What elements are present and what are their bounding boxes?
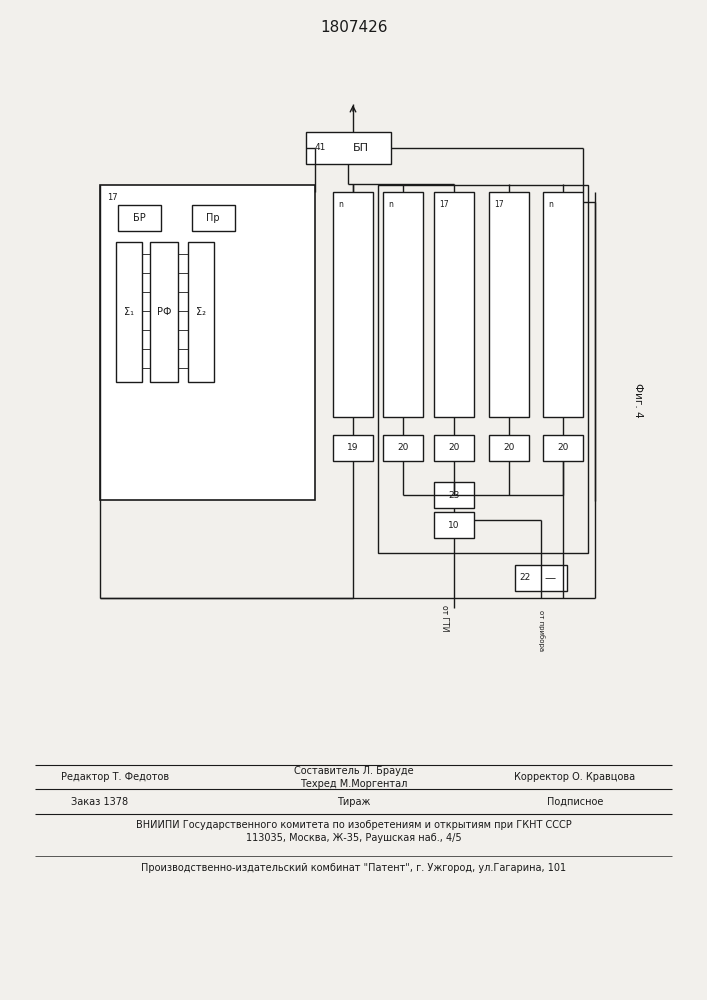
Text: Σ₂: Σ₂	[196, 307, 206, 317]
Bar	[333, 192, 373, 417]
Bar	[100, 185, 315, 500]
Text: 20: 20	[397, 444, 409, 452]
Text: Тираж: Тираж	[337, 797, 370, 807]
Bar	[118, 205, 161, 231]
Text: 1807426: 1807426	[320, 20, 387, 35]
Text: n: n	[548, 200, 553, 209]
Bar	[489, 192, 529, 417]
Bar	[543, 192, 583, 417]
Bar	[434, 435, 474, 461]
Text: Техред М.Моргентал: Техред М.Моргентал	[300, 779, 408, 789]
Text: РФ: РФ	[157, 307, 171, 317]
Bar	[434, 512, 474, 538]
Text: Фиг. 4: Фиг. 4	[633, 383, 643, 417]
Bar	[150, 242, 178, 382]
Text: 113035, Москва, Ж-35, Раушская наб., 4/5: 113035, Москва, Ж-35, Раушская наб., 4/5	[246, 833, 462, 843]
Text: 41: 41	[315, 143, 326, 152]
Text: 17: 17	[439, 200, 449, 209]
Bar	[434, 482, 474, 508]
Bar	[515, 565, 567, 591]
Text: n: n	[388, 200, 393, 209]
Text: от ГТИ: от ГТИ	[440, 605, 449, 631]
Bar	[383, 192, 423, 417]
Text: 20: 20	[448, 444, 460, 452]
Bar	[188, 242, 214, 382]
Text: Пр: Пр	[206, 213, 220, 223]
Text: Заказ 1378: Заказ 1378	[71, 797, 129, 807]
Text: 23: 23	[448, 490, 460, 499]
Text: n: n	[338, 200, 343, 209]
Bar	[333, 435, 373, 461]
Bar	[383, 435, 423, 461]
Bar	[116, 242, 142, 382]
Text: Редактор Т. Федотов: Редактор Т. Федотов	[61, 772, 169, 782]
Text: 22: 22	[520, 574, 531, 582]
Text: Производственно-издательский комбинат "Патент", г. Ужгород, ул.Гагарина, 101: Производственно-издательский комбинат "П…	[141, 863, 566, 873]
Text: Корректор О. Кравцова: Корректор О. Кравцова	[515, 772, 636, 782]
Text: БП: БП	[353, 143, 369, 153]
Text: 17: 17	[494, 200, 503, 209]
Text: 17: 17	[107, 193, 117, 202]
Text: 10: 10	[448, 520, 460, 530]
Bar	[192, 205, 235, 231]
Bar	[543, 435, 583, 461]
Text: ВНИИПИ Государственного комитета по изобретениям и открытиям при ГКНТ СССР: ВНИИПИ Государственного комитета по изоб…	[136, 820, 572, 830]
Bar	[434, 192, 474, 417]
Text: 19: 19	[347, 444, 358, 452]
Bar	[378, 185, 588, 553]
Text: —: —	[544, 573, 556, 583]
Text: Подписное: Подписное	[547, 797, 603, 807]
Text: БР: БР	[133, 213, 146, 223]
Text: Σ₁: Σ₁	[124, 307, 134, 317]
Text: от прибора: от прибора	[538, 610, 545, 651]
Text: 20: 20	[503, 444, 515, 452]
Bar	[306, 132, 391, 164]
Text: Составитель Л. Брауде: Составитель Л. Брауде	[294, 766, 414, 776]
Bar	[489, 435, 529, 461]
Text: 20: 20	[557, 444, 568, 452]
